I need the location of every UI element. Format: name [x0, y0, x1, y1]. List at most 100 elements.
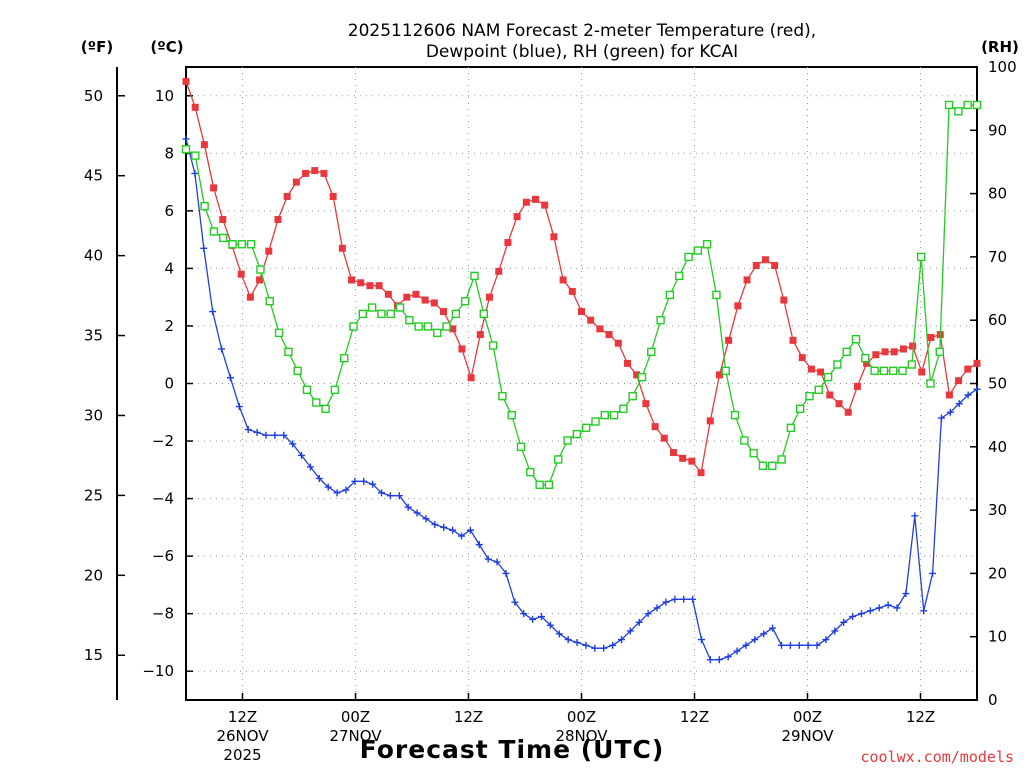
fahrenheit-tick-label: 40: [84, 247, 103, 265]
rh-point: [265, 297, 274, 306]
time-tick-date-label: 26NOV: [216, 727, 269, 745]
temperature-point: [532, 195, 540, 203]
rh-tick-label: 90: [988, 121, 1007, 139]
temperature-point: [320, 169, 328, 177]
rh-point: [851, 334, 861, 344]
dewpoint-point: [422, 515, 430, 523]
celsius-axis-label: (ºC): [150, 38, 183, 56]
rh-point: [395, 303, 405, 312]
temperature-point: [789, 336, 797, 344]
dewpoint-point: [182, 135, 190, 143]
temperature-point: [844, 408, 852, 416]
dewpoint-point: [893, 604, 901, 612]
dewpoint-point: [262, 431, 270, 439]
rh-point: [656, 316, 665, 325]
dewpoint-point: [635, 618, 643, 626]
rh-tick-label: 80: [988, 185, 1007, 203]
series-line: [185, 138, 978, 661]
rh-point: [972, 100, 982, 110]
rh-point: [916, 252, 926, 262]
dewpoint-point: [511, 598, 519, 606]
rh-point: [907, 360, 917, 369]
dewpoint-point: [351, 477, 359, 485]
rh-point: [591, 417, 600, 426]
rh-point: [768, 461, 777, 470]
dewpoint-point: [324, 483, 332, 491]
temperature-point: [550, 233, 558, 241]
temperature-point: [909, 342, 917, 350]
temperature-point: [440, 308, 448, 316]
temperature-point: [412, 290, 420, 298]
temperature-point: [467, 374, 475, 382]
rh-point: [693, 246, 703, 255]
temperature-point: [200, 141, 208, 149]
temperature-point: [476, 331, 484, 339]
dewpoint-point: [582, 641, 590, 649]
dewpoint-point: [413, 509, 421, 517]
rh-point: [274, 328, 284, 338]
rh-point: [377, 309, 386, 319]
credit-link[interactable]: coolwx.com/models: [860, 748, 1014, 766]
temperature-point: [338, 244, 346, 252]
dewpoint-point: [546, 621, 554, 629]
dewpoint-point: [244, 426, 252, 434]
x-axis-title: Forecast Time (UTC): [360, 735, 665, 764]
temperature-point: [679, 454, 687, 462]
temperature-point: [927, 333, 935, 341]
celsius-tick-label: −10: [142, 662, 174, 680]
dewpoint-point: [671, 595, 679, 603]
dewpoint-point: [715, 656, 723, 664]
dewpoint-point: [289, 440, 297, 448]
dewpoint-point: [804, 641, 812, 649]
dewpoint-point: [493, 558, 501, 566]
temperature-point: [421, 296, 429, 304]
temperature-point: [623, 359, 631, 367]
rh-point: [926, 379, 935, 388]
time-tick-hour-label: 00Z: [567, 708, 596, 726]
dewpoint-point: [360, 477, 368, 485]
rh-point: [879, 366, 889, 376]
rh-point: [460, 297, 470, 306]
rh-tick-label: 70: [988, 248, 1007, 266]
dewpoint-point: [520, 610, 528, 618]
time-tick-hour-label: 12Z: [454, 708, 483, 726]
dewpoint-point: [573, 638, 581, 646]
rh-point: [581, 423, 591, 433]
rh-point: [805, 391, 814, 401]
rh-point: [963, 100, 972, 110]
temperature-point: [771, 262, 779, 270]
rh-point: [870, 366, 879, 376]
temperature-point: [191, 103, 199, 111]
dewpoint-point: [795, 641, 803, 649]
rh-axis-label: (RH): [981, 38, 1019, 56]
dewpoint-point: [617, 636, 625, 644]
temperature-point: [311, 167, 319, 175]
dewpoint-point: [902, 590, 910, 598]
series-open-square-2: [181, 100, 982, 489]
fahrenheit-ticks: 50 45 40 35 30 25 20 15: [84, 87, 125, 664]
temperature-point: [964, 365, 972, 373]
dewpoint-point: [271, 431, 279, 439]
celsius-tick-label: 8: [164, 144, 174, 162]
temperature-point: [182, 77, 190, 85]
temperature-point: [743, 276, 751, 284]
rh-tick-label: 0: [988, 691, 998, 709]
rh-point: [535, 480, 544, 489]
rh-point: [340, 353, 349, 363]
dewpoint-point: [955, 400, 963, 408]
celsius-tick-label: 4: [164, 259, 174, 277]
dewpoint-point: [644, 610, 652, 618]
rh-point: [675, 271, 684, 281]
temperature-point: [780, 296, 788, 304]
time-tick-date-label: 29NOV: [781, 727, 834, 745]
dewpoint-point: [626, 627, 634, 635]
celsius-tick-label: −4: [152, 490, 174, 508]
rh-point: [795, 404, 805, 414]
dewpoint-point: [298, 451, 306, 459]
dewpoint-point: [484, 555, 492, 563]
time-tick-hour-label: 00Z: [341, 708, 370, 726]
rh-point: [684, 252, 693, 262]
temperature-point: [274, 215, 282, 223]
